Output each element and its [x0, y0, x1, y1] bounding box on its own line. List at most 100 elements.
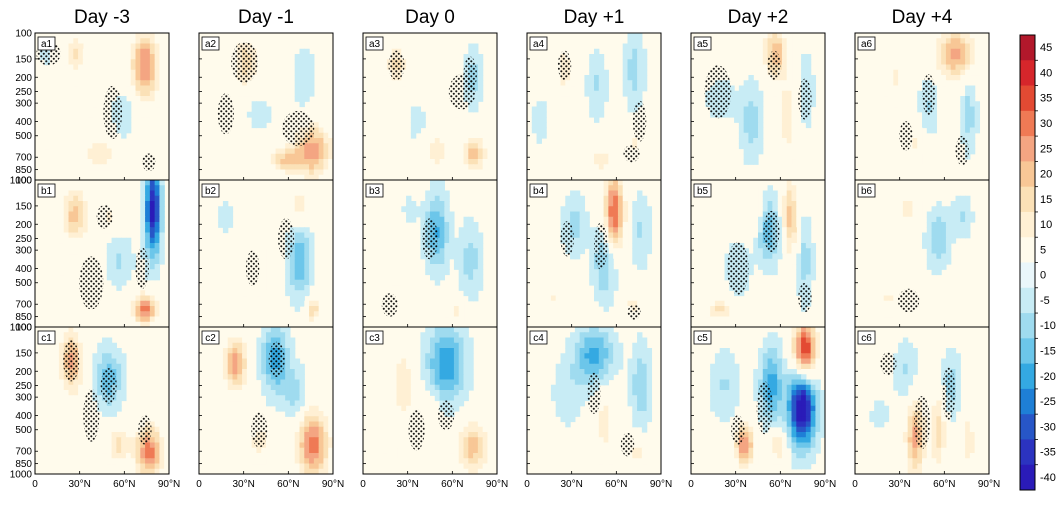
heat-cell [149, 369, 156, 375]
heat-cell [49, 258, 55, 265]
heat-cell [130, 85, 137, 92]
heat-cell [477, 148, 484, 155]
heat-cell [632, 59, 638, 66]
heat-cell [246, 447, 253, 454]
heat-cell [458, 395, 465, 402]
heat-cell [719, 363, 726, 370]
heat-cell [130, 264, 137, 270]
heat-cell [805, 69, 812, 76]
heat-cell [589, 358, 595, 365]
heat-cell [762, 243, 769, 249]
heat-cell [646, 248, 653, 255]
heat-cell [748, 96, 754, 102]
heat-cell [613, 201, 619, 207]
heat-cell [613, 211, 619, 218]
heat-cell [102, 353, 108, 360]
heat-cell [323, 432, 329, 438]
heat-cell [950, 64, 957, 71]
heat-cell [149, 353, 156, 360]
heat-cell [637, 248, 643, 255]
heat-cell [149, 300, 156, 307]
heat-cell [584, 384, 590, 391]
y-tick-label: 700 [15, 153, 32, 164]
heat-cell [603, 279, 609, 286]
heat-cell [791, 243, 797, 249]
heat-cell [758, 264, 764, 270]
heat-cell [598, 159, 605, 165]
heat-cell [574, 243, 581, 249]
heat-cell [536, 122, 542, 129]
heat-cell [805, 227, 812, 234]
heat-cell [313, 164, 320, 171]
heat-cell [270, 374, 277, 381]
heat-cell [439, 395, 445, 402]
heat-cell [622, 75, 629, 81]
heat-cell [439, 216, 445, 223]
heat-cell [449, 306, 455, 312]
heat-cell [477, 285, 484, 291]
heat-cell [401, 206, 407, 213]
heat-cell [922, 237, 928, 244]
heat-cell [589, 253, 595, 260]
heat-cell [154, 358, 161, 365]
heat-cell [396, 405, 402, 412]
heat-cell [598, 405, 605, 412]
heat-cell [791, 180, 797, 186]
heat-cell [102, 363, 108, 370]
heat-cell [294, 248, 301, 255]
heat-cell [242, 274, 248, 281]
heat-cell [106, 269, 113, 276]
heat-cell [738, 127, 745, 134]
heat-cell [125, 432, 132, 438]
heat-cell [753, 127, 759, 134]
heat-cell [617, 363, 624, 370]
heat-cell [125, 258, 132, 265]
y-tick-label: 1000 [10, 176, 33, 187]
heat-cell [73, 195, 79, 202]
heat-cell [386, 269, 393, 276]
heat-cell [791, 96, 797, 102]
heat-cell [159, 248, 165, 255]
heat-cell [767, 353, 773, 360]
heat-cell [710, 311, 716, 318]
heat-cell [304, 416, 310, 423]
heat-cell [453, 237, 460, 244]
heat-cell [159, 232, 165, 239]
heat-cell [791, 148, 797, 155]
heat-cell [541, 295, 547, 302]
heat-cell [149, 96, 156, 102]
heat-cell [78, 185, 84, 192]
heat-cell [907, 190, 914, 197]
heat-cell [453, 69, 460, 76]
heat-cell [135, 295, 141, 302]
heat-cell [159, 180, 165, 186]
heat-cell [159, 43, 165, 50]
heat-cell [227, 369, 234, 375]
heat-cell [729, 358, 735, 365]
heat-cell [945, 232, 952, 239]
heat-cell [738, 290, 745, 297]
heat-cell [299, 400, 305, 407]
heat-cell [68, 59, 74, 66]
heat-cell [68, 38, 74, 45]
heat-cell [898, 222, 904, 228]
heat-cell [97, 153, 103, 160]
heat-cell [714, 379, 721, 386]
heat-cell [410, 211, 417, 218]
heat-cell [149, 232, 156, 239]
heat-cell [304, 468, 310, 474]
heat-cell [458, 432, 465, 438]
heat-cell [242, 85, 248, 92]
heat-cell [289, 206, 296, 213]
heat-cell [318, 316, 325, 323]
heat-cell [613, 195, 619, 202]
heat-cell [965, 85, 971, 92]
heat-cell [936, 48, 942, 55]
heat-cell [135, 69, 141, 76]
heat-cell [781, 159, 788, 165]
heat-cell [68, 400, 74, 407]
heat-cell [401, 274, 407, 281]
heat-cell [786, 253, 793, 260]
heat-cell [227, 327, 234, 333]
